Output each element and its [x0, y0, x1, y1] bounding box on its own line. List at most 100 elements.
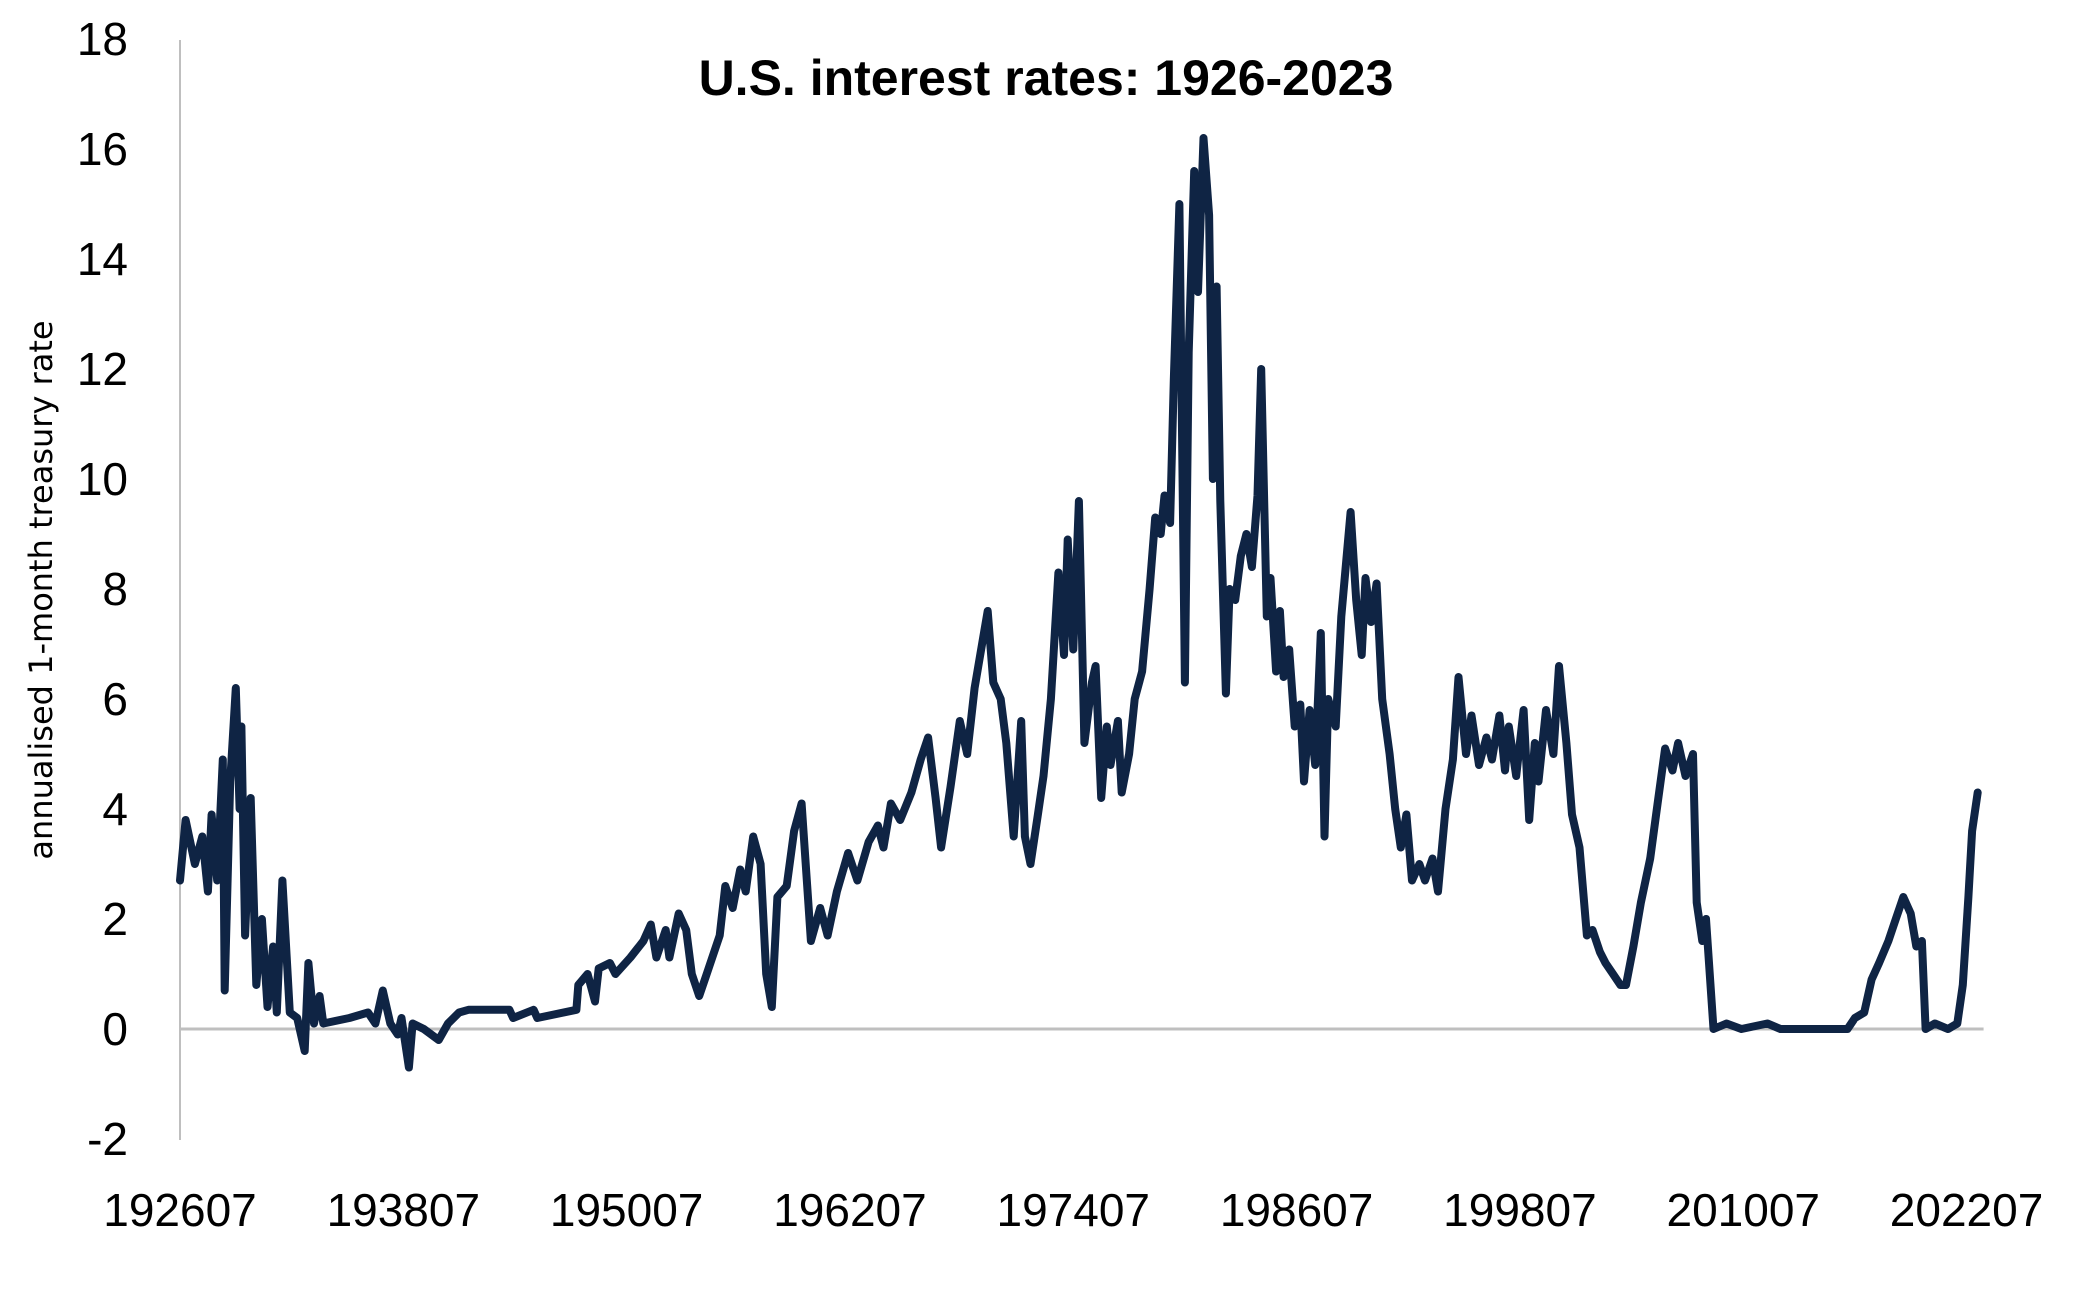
data-point: [910, 792, 912, 793]
data-point: [819, 907, 821, 909]
data-point: [408, 1067, 410, 1068]
data-point: [1320, 632, 1322, 634]
data-point: [1050, 698, 1052, 700]
data-point: [1847, 1028, 1848, 1030]
data-point: [1219, 500, 1221, 502]
data-point: [1350, 511, 1352, 513]
data-point: [801, 803, 803, 804]
y-tick-label: -2: [87, 1113, 128, 1165]
data-point: [307, 962, 309, 964]
data-point: [1275, 671, 1277, 672]
data-point: [1327, 698, 1329, 700]
data-point: [920, 759, 922, 760]
data-point: [1067, 539, 1069, 540]
data-point: [222, 759, 224, 760]
data-point: [207, 891, 209, 892]
data-point: [1657, 803, 1659, 804]
data-point: [1299, 704, 1301, 705]
data-point: [1178, 203, 1180, 205]
data-point: [1967, 896, 1969, 898]
data-point: [959, 720, 961, 722]
data-point: [877, 825, 879, 826]
data-point: [512, 1017, 514, 1019]
data-point: [216, 880, 218, 881]
data-point: [629, 957, 631, 958]
data-point: [685, 929, 687, 931]
data-point: [1437, 891, 1439, 892]
data-point: [1037, 814, 1039, 815]
data-point: [786, 885, 788, 887]
data-point: [1863, 1012, 1865, 1013]
x-tick-label: 202207: [1890, 1184, 2044, 1236]
data-point: [1766, 1023, 1768, 1024]
data-point: [940, 847, 942, 848]
data-point: [575, 1009, 577, 1011]
data-point: [296, 1017, 298, 1019]
data-point: [899, 819, 901, 821]
data-point: [868, 841, 870, 843]
data-point: [1977, 792, 1979, 793]
data-point: [827, 935, 829, 936]
data-point: [1528, 819, 1530, 821]
data-point: [508, 1009, 510, 1011]
data-point: [1303, 781, 1305, 782]
data-point: [1240, 555, 1242, 557]
y-tick-label: 2: [102, 893, 128, 945]
data-point: [272, 946, 274, 947]
data-point: [1411, 880, 1413, 881]
data-point: [1424, 880, 1426, 881]
data-point: [1685, 775, 1686, 777]
data-point: [1672, 770, 1673, 771]
data-point: [1696, 902, 1698, 903]
data-point: [1625, 984, 1627, 986]
data-point: [745, 891, 747, 892]
data-point: [1902, 896, 1904, 898]
x-tick-label: 198607: [1220, 1184, 1374, 1236]
data-point: [1649, 858, 1651, 859]
data-point: [1335, 726, 1337, 727]
data-point: [678, 913, 680, 914]
data-point: [389, 1023, 391, 1024]
data-point: [1355, 599, 1357, 601]
y-tick-label: 16: [77, 123, 128, 175]
data-point: [1962, 984, 1964, 986]
x-tick-label: 201007: [1666, 1184, 1820, 1236]
data-point: [1465, 753, 1467, 755]
data-point: [1134, 698, 1136, 700]
data-point: [1534, 742, 1536, 744]
data-point: [950, 786, 951, 788]
data-point: [706, 973, 708, 975]
data-point: [1599, 951, 1601, 953]
data-point: [1394, 808, 1396, 810]
data-point: [1705, 918, 1707, 920]
data-point: [1000, 698, 1002, 700]
x-tick-label: 197407: [997, 1184, 1151, 1236]
data-point: [935, 797, 937, 799]
data-point: [1251, 566, 1253, 568]
data-point: [397, 1034, 399, 1035]
data-point: [642, 940, 644, 942]
data-point: [1072, 649, 1074, 650]
chart-title: U.S. interest rates: 1926-2023: [699, 50, 1394, 106]
data-point: [1288, 649, 1290, 650]
data-point: [594, 1001, 596, 1002]
x-tick-label: 195007: [550, 1184, 704, 1236]
data-point: [1381, 698, 1383, 700]
data-point: [1234, 599, 1236, 601]
data-point: [1677, 742, 1679, 744]
data-point: [229, 781, 231, 782]
data-point: [806, 885, 808, 887]
data-point: [966, 753, 968, 755]
data-point: [732, 907, 734, 909]
data-point: [1915, 946, 1917, 947]
data-point: [1309, 709, 1311, 711]
data-point: [1024, 836, 1026, 837]
data-point: [1169, 522, 1171, 524]
data-point: [1270, 577, 1271, 579]
data-point: [1154, 517, 1156, 518]
data-point: [185, 819, 187, 821]
data-point: [1878, 962, 1880, 964]
data-point: [1083, 742, 1085, 744]
data-point: [1245, 533, 1247, 535]
